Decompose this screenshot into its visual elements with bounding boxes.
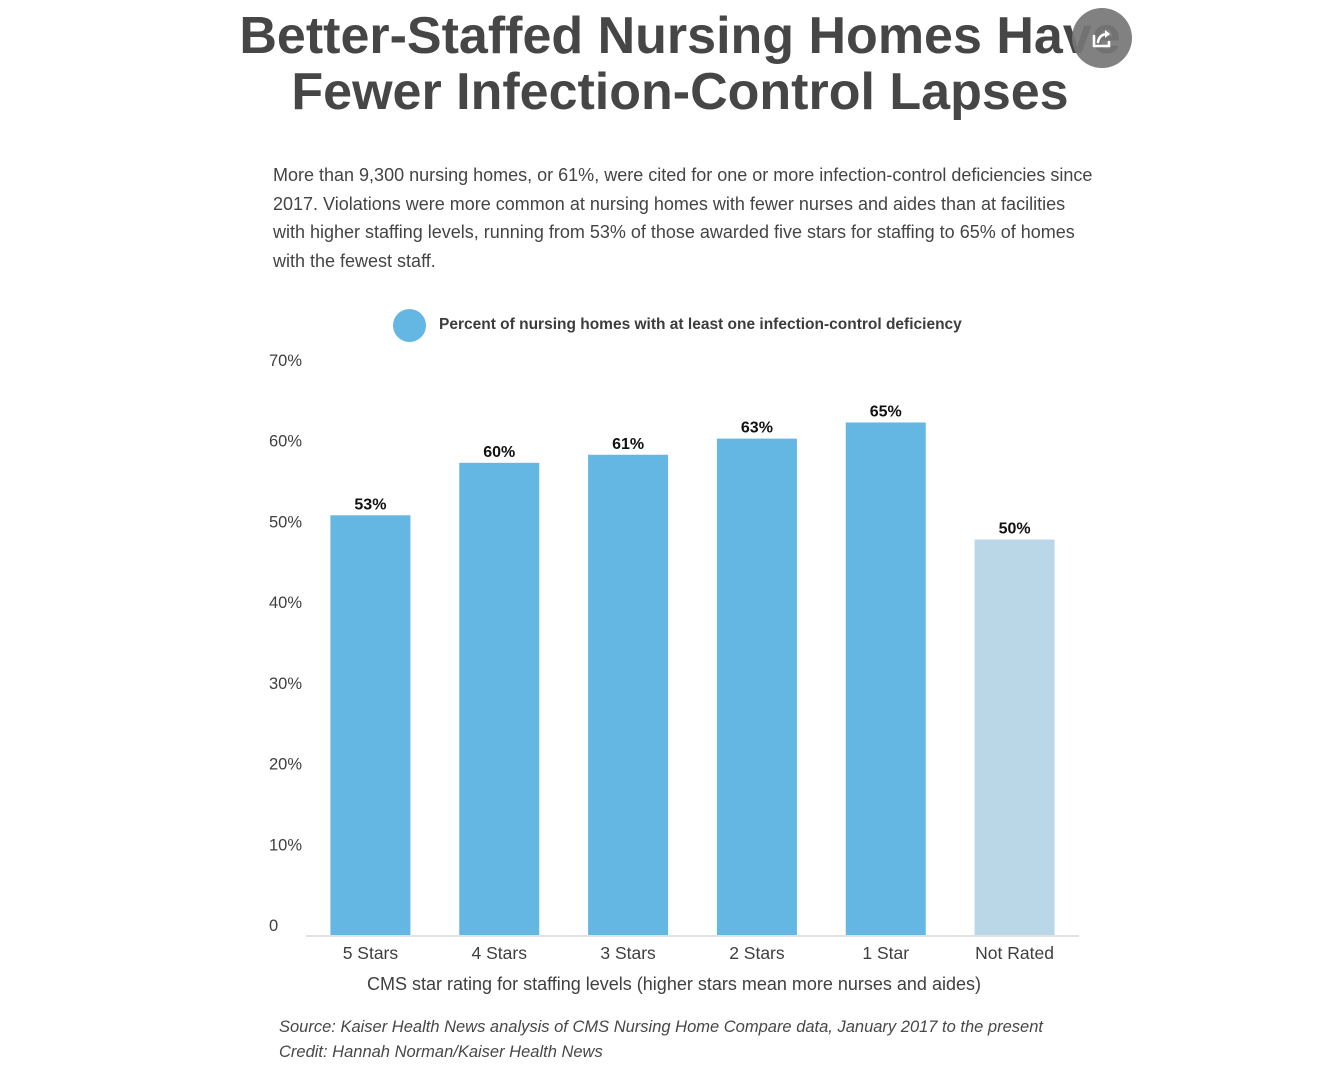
x-tick-label: 2 Stars: [729, 943, 785, 963]
bar-data-labels: 53% 60% 61% 63% 65% 50%: [354, 403, 1030, 537]
bar: [716, 438, 797, 935]
bar: [974, 539, 1055, 935]
bars: [330, 422, 1055, 935]
y-tick-label: 10%: [269, 836, 302, 854]
x-tick-label: 5 Stars: [343, 943, 399, 963]
bar: [588, 454, 669, 935]
y-tick-label: 60%: [269, 433, 302, 451]
chart-legend: Percent of nursing homes with at least o…: [393, 308, 962, 342]
x-tick-label: Not Rated: [975, 943, 1054, 963]
x-tick-label: 3 Stars: [600, 943, 656, 963]
y-tick-label: 70%: [269, 352, 302, 370]
x-axis-ticks: 5 Stars 4 Stars 3 Stars 2 Stars 1 Star Not Ra…: [343, 943, 1054, 963]
y-tick-label: 50%: [269, 513, 302, 531]
bar-data-label: 53%: [354, 496, 386, 513]
bar-data-label: 60%: [483, 444, 515, 461]
bar: [459, 462, 540, 935]
y-tick-label: 30%: [269, 675, 302, 693]
y-axis-ticks: 0 10% 20% 30% 40% 50% 60% 70%: [269, 352, 302, 935]
bar: [330, 515, 411, 935]
bar-chart: 0 10% 20% 30% 40% 50% 60% 70% 53% 60% 61% 63% 65% 50…: [269, 352, 1079, 994]
share-icon: [1092, 30, 1111, 48]
legend-label: Percent of nursing homes with at least o…: [439, 316, 962, 333]
legend-swatch: [393, 308, 426, 342]
source-note: Source: Kaiser Health News analysis of C…: [279, 1018, 1043, 1036]
y-tick-label: 20%: [269, 756, 302, 774]
chart-subtitle: More than 9,300 nursing homes, or 61%, w…: [273, 165, 1093, 271]
bar: [845, 422, 926, 935]
y-tick-label: 40%: [269, 594, 302, 612]
credit-note: Credit: Hannah Norman/Kaiser Health News: [279, 1043, 603, 1061]
x-axis-title: CMS star rating for staffing levels (hig…: [367, 974, 981, 994]
bar-data-label: 63%: [741, 420, 773, 437]
share-button[interactable]: [1072, 8, 1132, 68]
bar-data-label: 61%: [612, 436, 644, 453]
bar-data-label: 50%: [999, 521, 1031, 538]
bar-data-label: 65%: [870, 403, 902, 420]
y-tick-label: 0: [269, 917, 278, 935]
x-tick-label: 4 Stars: [472, 943, 528, 963]
x-tick-label: 1 Star: [862, 943, 909, 963]
chart-title: Better-Staffed Nursing Homes Have Fewer …: [239, 7, 1121, 121]
chart-source: Source: Kaiser Health News analysis of C…: [279, 1015, 1043, 1065]
